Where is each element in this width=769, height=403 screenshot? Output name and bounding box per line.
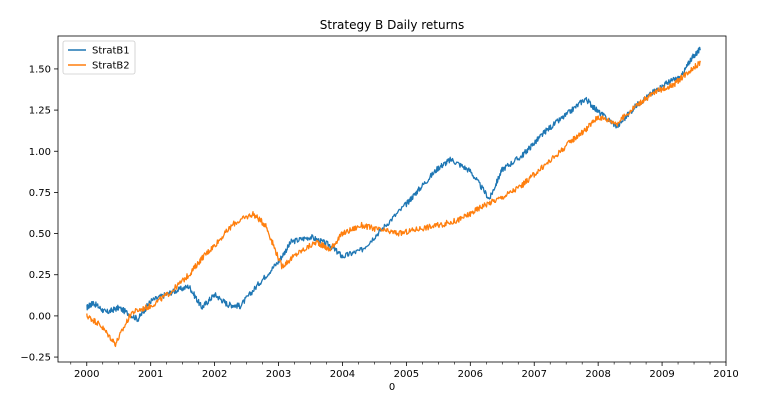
- y-tick-label: 0.50: [29, 229, 51, 240]
- x-tick-label: 2001: [138, 369, 163, 380]
- x-tick-label: 2008: [585, 369, 610, 380]
- x-axis: 2000 2001 2002 2003 2004 2005 2006 2007 2008 2009…: [70, 362, 739, 380]
- y-tick-label: 1.25: [29, 106, 51, 117]
- x-tick-label: 2005: [394, 369, 419, 380]
- y-axis: −0.25 0.00 0.25 0.50 0.75 1.00 1.25 1.50: [20, 64, 58, 364]
- chart-title: Strategy B Daily returns: [320, 18, 464, 32]
- x-tick-label: 2009: [649, 369, 674, 380]
- plot-area: [57, 35, 727, 363]
- x-tick-label: 2004: [330, 369, 355, 380]
- x-tick-label: 2002: [202, 369, 227, 380]
- y-tick-label: 1.50: [29, 64, 51, 75]
- series-line-stratb2: [86, 60, 702, 348]
- y-tick-label: 1.00: [29, 147, 51, 158]
- legend-label: StratB2: [92, 61, 130, 72]
- legend: StratB1 StratB2: [62, 40, 136, 75]
- y-tick-label: 0.75: [29, 188, 51, 199]
- x-tick-label: 2000: [74, 369, 99, 380]
- x-tick-label: 2006: [458, 369, 483, 380]
- x-tick-label: 2010: [713, 369, 738, 380]
- legend-label: StratB1: [92, 46, 130, 57]
- y-tick-label: −0.25: [20, 353, 51, 364]
- series-line-stratb1: [86, 46, 701, 323]
- plot-frame: [57, 35, 727, 363]
- x-axis-label: 0: [389, 382, 395, 393]
- x-tick-label: 2003: [266, 369, 291, 380]
- x-tick-label: 2007: [522, 369, 547, 380]
- y-tick-label: 0.00: [29, 311, 51, 322]
- y-tick-label: 0.25: [29, 270, 51, 281]
